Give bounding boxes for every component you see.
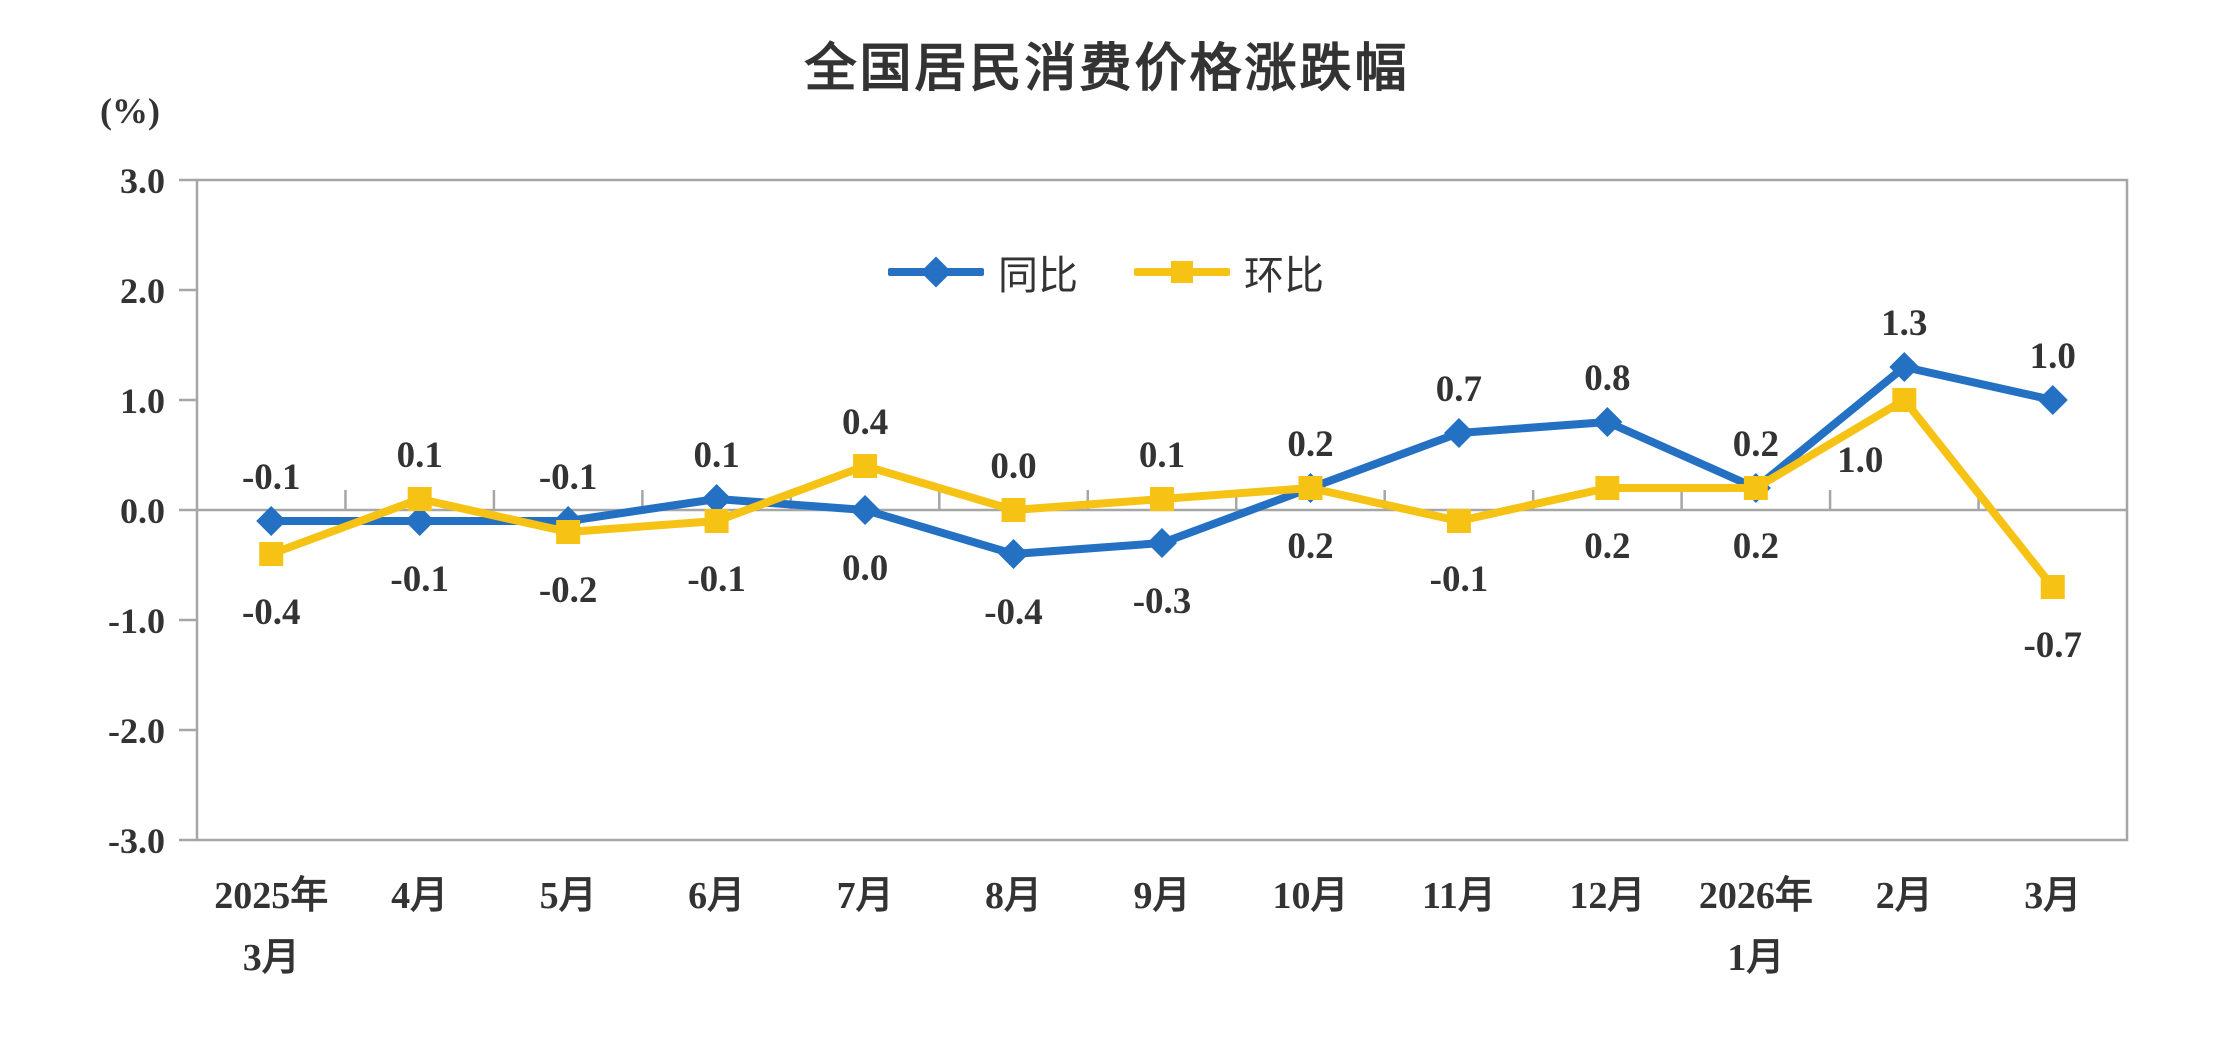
y-axis-tick-label: 0.0 <box>120 491 165 531</box>
x-axis-label: 10月 <box>1272 875 1348 917</box>
diamond-marker-icon <box>850 495 881 525</box>
x-axis-label: 12月 <box>1569 875 1645 917</box>
diamond-marker-icon <box>1443 418 1474 448</box>
diamond-marker-icon <box>256 506 287 536</box>
yoy-line-swatch <box>888 256 984 288</box>
square-marker-icon <box>1171 261 1193 283</box>
y-axis-tick-label: 3.0 <box>120 161 165 201</box>
diamond-marker-icon <box>1592 407 1623 437</box>
diamond-marker-icon <box>998 539 1029 569</box>
legend-label-yoy: 同比 <box>998 253 1078 298</box>
square-marker-icon <box>556 520 581 544</box>
x-axis-label: 11月 <box>1422 875 1496 917</box>
data-label: -0.1 <box>242 457 301 498</box>
data-label: 0.2 <box>1287 424 1333 465</box>
square-marker-icon <box>2040 575 2065 599</box>
x-axis-label: 2025年 <box>214 875 328 917</box>
data-label: -0.2 <box>539 570 598 611</box>
data-label: -0.1 <box>390 559 449 600</box>
x-axis-label: 2026年 <box>1699 875 1813 917</box>
x-axis-label: 9月 <box>1133 875 1190 917</box>
square-marker-icon <box>853 454 878 478</box>
data-label: -0.3 <box>1133 581 1192 622</box>
x-axis-label: 5月 <box>540 875 597 917</box>
mom-line-swatch <box>1134 261 1230 283</box>
x-axis-label: 3月 <box>2024 875 2081 917</box>
y-axis-tick-label: -2.0 <box>108 711 165 751</box>
y-axis-tick-label: -1.0 <box>108 601 165 641</box>
data-label: 0.2 <box>1733 526 1779 567</box>
y-axis-unit-label: (%) <box>100 91 160 131</box>
data-label: 0.7 <box>1436 369 1482 410</box>
data-label: 0.8 <box>1584 358 1630 399</box>
legend-item-mom: 环比 <box>1134 243 1324 301</box>
square-marker-icon <box>1892 388 1917 412</box>
data-label: 0.4 <box>842 402 888 443</box>
y-axis-tick-label: 2.0 <box>120 271 165 311</box>
legend-label-mom: 环比 <box>1244 253 1324 298</box>
y-axis-tick-label: -3.0 <box>108 821 165 861</box>
data-label: -0.1 <box>539 457 598 498</box>
data-label: -0.7 <box>2023 625 2082 666</box>
x-axis-label: 7月 <box>837 875 894 917</box>
x-axis-label: 2月 <box>1876 875 1933 917</box>
square-marker-icon <box>1595 476 1620 500</box>
legend-item-yoy: 同比 <box>888 243 1078 301</box>
data-labels: -0.1 -0.1 -0.1 0.1 0.0 -0.4 -0.3 0.2 0.7 0.8 0.2 1.… <box>242 303 2076 633</box>
square-marker-icon <box>1001 498 1026 522</box>
x-axis-label: 4月 <box>391 875 448 917</box>
y-axis-tick-label: 1.0 <box>120 381 165 421</box>
square-marker-icon <box>1150 487 1174 511</box>
data-label: -0.1 <box>687 559 746 600</box>
data-label: 0.0 <box>990 446 1036 487</box>
square-marker-icon <box>704 509 729 533</box>
data-label: -0.1 <box>1430 559 1489 600</box>
data-label: 0.1 <box>397 435 443 476</box>
x-axis-labels: 2025年 3月 4月 5月 6月 7月 8月 9月 10月 11月 12月 2026年 1月 2月 3月 <box>214 875 2081 979</box>
y-axis: 3.0 2.0 1.0 0.0 -1.0 -2.0 -3.0 <box>108 161 197 861</box>
square-marker-icon <box>407 487 432 511</box>
data-label: 0.0 <box>842 548 888 589</box>
chart-legend: 同比 环比 <box>888 243 1324 301</box>
x-axis-label: 1月 <box>1727 937 1784 979</box>
data-label: 0.2 <box>1584 526 1630 567</box>
square-marker-icon <box>1298 476 1323 500</box>
diamond-marker-icon <box>2037 385 2068 415</box>
series-mom <box>259 388 2065 599</box>
data-label: 0.1 <box>693 435 739 476</box>
square-marker-icon <box>259 542 284 566</box>
square-marker-icon <box>1743 476 1768 500</box>
x-axis-label: 6月 <box>688 875 745 917</box>
diamond-marker-icon <box>1147 528 1177 558</box>
data-label: 0.1 <box>1139 435 1185 476</box>
diamond-marker-icon <box>404 506 435 536</box>
data-label: 1.3 <box>1881 303 1927 344</box>
square-marker-icon <box>1446 509 1471 533</box>
chart-title: 全国居民消费价格涨跌幅 <box>804 40 1410 98</box>
data-label: 1.0 <box>1837 440 1883 481</box>
data-label: 0.2 <box>1733 424 1779 465</box>
diamond-marker-icon <box>1889 352 1920 382</box>
data-label: -0.4 <box>984 592 1043 633</box>
data-label: 0.2 <box>1287 526 1333 567</box>
x-axis-label: 8月 <box>985 875 1042 917</box>
data-label: 1.0 <box>2030 336 2076 377</box>
data-label: -0.4 <box>242 592 301 633</box>
diamond-marker-icon <box>701 484 732 514</box>
data-labels: -0.4 0.1 -0.2 -0.1 0.4 0.0 0.1 0.2 -0.1 0.2 0.2 1.0… <box>242 402 2082 666</box>
x-axis-label: 3月 <box>243 937 300 979</box>
